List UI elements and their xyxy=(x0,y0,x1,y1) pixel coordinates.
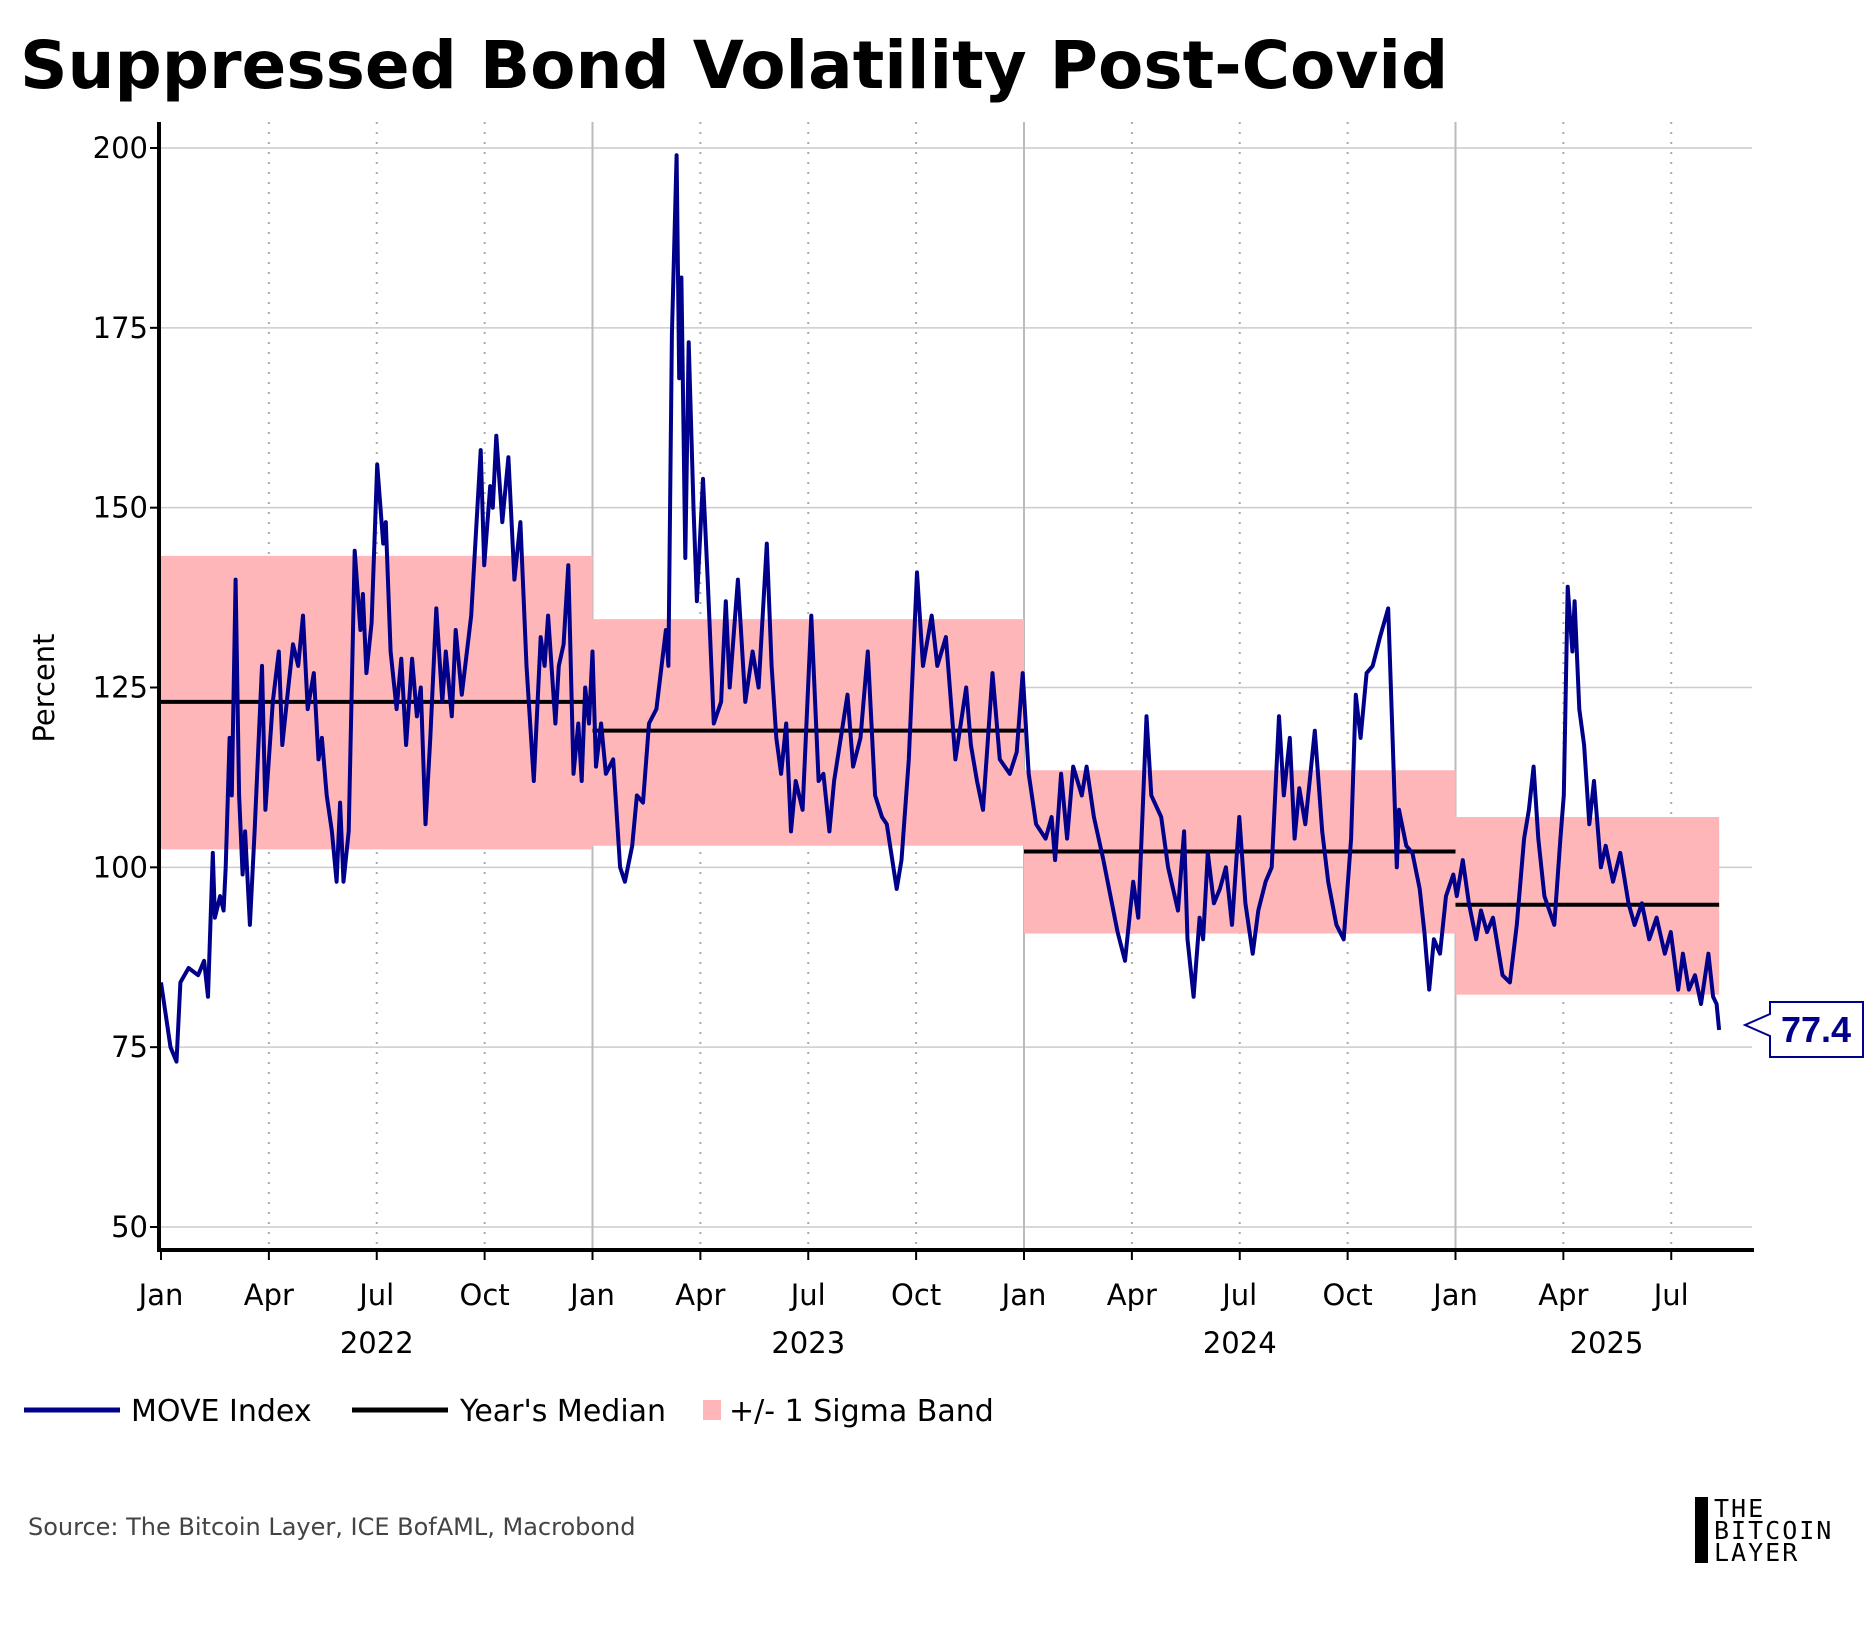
logo-line-2: BITCOIN xyxy=(1714,1516,1833,1545)
x-tick-label: Oct xyxy=(460,1278,510,1312)
y-tick-label: 75 xyxy=(111,1030,148,1064)
callout-box xyxy=(1742,1001,1864,1058)
x-tick-label: Oct xyxy=(1323,1278,1373,1312)
y-tick-labels: 50 75 100 125 150 175 200 xyxy=(93,131,148,1244)
legend-item-band: +/- 1 Sigma Band xyxy=(703,1394,994,1429)
year-label: 2022 xyxy=(340,1326,414,1360)
legend-label-move: MOVE Index xyxy=(131,1394,312,1429)
x-tick-label: Apr xyxy=(244,1278,294,1312)
legend-label-median: Year's Median xyxy=(459,1394,666,1429)
x-tick-label: Apr xyxy=(1538,1278,1588,1312)
legend-swatch-band xyxy=(703,1400,721,1420)
source-note: Source: The Bitcoin Layer, ICE BofAML, M… xyxy=(28,1513,636,1541)
x-tick-label: Jul xyxy=(789,1278,826,1312)
x-tick-label: Jan xyxy=(1431,1278,1478,1312)
x-tick-label: Apr xyxy=(1107,1278,1157,1312)
y-tick-label: 175 xyxy=(93,311,148,345)
logo-line-1: THE xyxy=(1714,1494,1765,1523)
x-tick-label: Jan xyxy=(1000,1278,1047,1312)
legend: MOVE Index Year's Median +/- 1 Sigma Ban… xyxy=(24,1394,994,1429)
year-label: 2025 xyxy=(1570,1326,1644,1360)
legend-label-band: +/- 1 Sigma Band xyxy=(729,1394,994,1429)
gridlines xyxy=(150,122,1752,1260)
year-label: 2023 xyxy=(771,1326,845,1360)
x-tick-label: Oct xyxy=(891,1278,941,1312)
chart-title: Suppressed Bond Volatility Post-Covid xyxy=(20,27,1448,104)
x-tick-label: Jan xyxy=(568,1278,615,1312)
bitcoin-layer-logo: THE BITCOIN LAYER xyxy=(1695,1494,1833,1567)
y-axis-label: Percent xyxy=(27,633,61,742)
last-value-label: 77.4 xyxy=(1781,1009,1851,1050)
last-value-callout: 77.4 xyxy=(1742,1001,1864,1058)
x-tick-labels: Jan Apr Jul Oct Jan Apr Jul Oct Jan Apr Jul Oct Jan A… xyxy=(137,1278,1689,1360)
x-tick-label: Jul xyxy=(357,1278,394,1312)
y-tick-label: 125 xyxy=(93,671,148,705)
y-tick-label: 50 xyxy=(111,1210,148,1244)
x-tick-label: Jan xyxy=(137,1278,184,1312)
logo-bar xyxy=(1695,1497,1708,1563)
y-tick-label: 200 xyxy=(93,131,148,165)
x-tick-label: Jul xyxy=(1652,1278,1689,1312)
move-index-line xyxy=(159,153,1722,1064)
year-label: 2024 xyxy=(1203,1326,1277,1360)
x-tick-label: Jul xyxy=(1220,1278,1257,1312)
axes xyxy=(157,122,1754,1252)
y-tick-label: 150 xyxy=(93,491,148,525)
legend-item-median: Year's Median xyxy=(352,1394,666,1429)
logo-line-3: LAYER xyxy=(1714,1538,1799,1567)
y-tick-label: 100 xyxy=(93,850,148,884)
x-tick-label: Apr xyxy=(675,1278,725,1312)
legend-item-move: MOVE Index xyxy=(24,1394,312,1429)
